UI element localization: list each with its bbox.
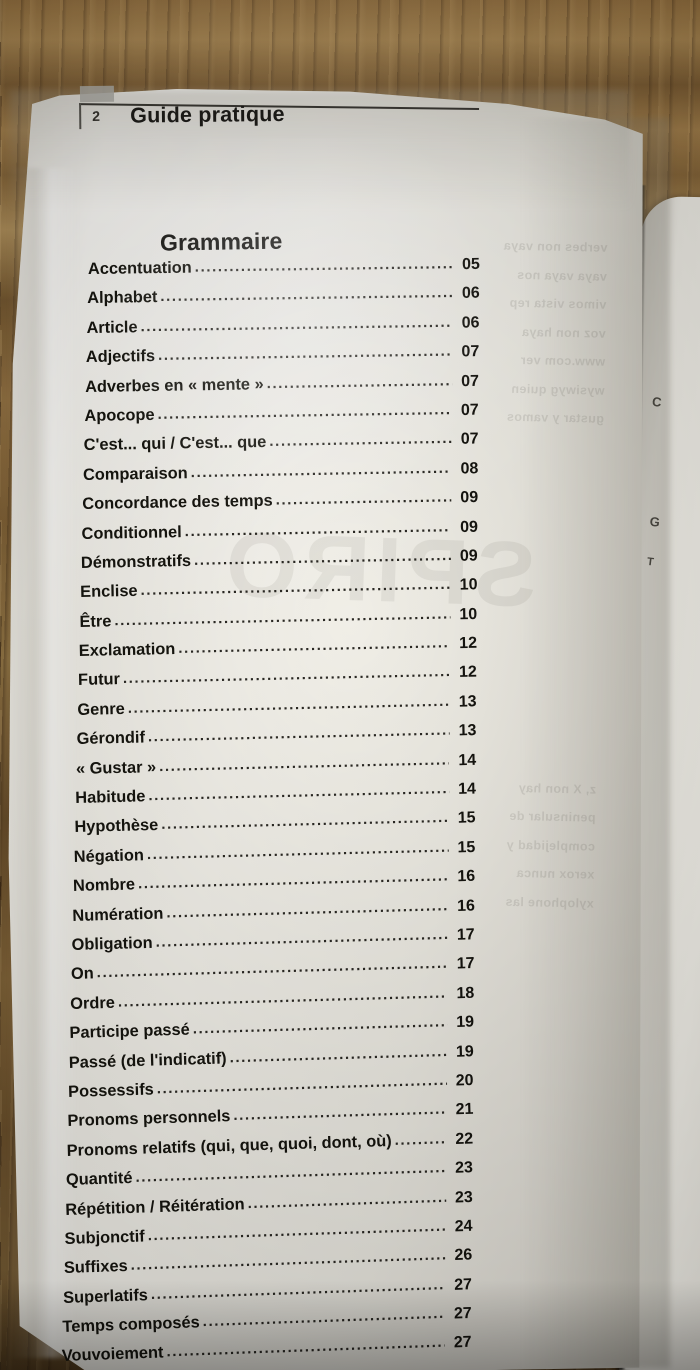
toc-entry-label: Suffixes: [63, 1257, 128, 1278]
toc-entry-page-number: 07: [461, 372, 480, 390]
toc-leader-dots: [157, 401, 451, 422]
toc-leader-dots: [394, 1130, 446, 1148]
toc-leader-dots: [269, 430, 451, 449]
toc-entry-page-number: 06: [461, 314, 480, 332]
toc-entry-label: Alphabet: [87, 288, 158, 308]
toc-entry-label: Obligation: [71, 933, 153, 954]
toc-entry-page-number: 09: [459, 518, 479, 536]
toc-entry-page-number: 12: [458, 663, 477, 682]
toc-entry-page-number: 09: [459, 547, 478, 565]
toc-entry-label: Être: [79, 612, 112, 631]
toc-entry-label: Ordre: [69, 993, 116, 1013]
header-grey-box: [79, 85, 115, 103]
toc-entry-page-number: 14: [458, 751, 477, 769]
toc-entry-page-number: 08: [460, 459, 479, 478]
toc-entry-label: Pronoms personnels: [67, 1107, 231, 1131]
toc-leader-dots: [191, 459, 452, 480]
toc-entry-label: Hypothèse: [74, 816, 159, 837]
toc-entry-label: Temps composés: [62, 1313, 200, 1337]
toc-entry-page-number: 07: [460, 401, 479, 419]
toc-entry-label: Apocope: [84, 405, 155, 425]
toc-entry-page-number: 23: [454, 1159, 474, 1177]
toc-entry-page-number: 18: [456, 984, 475, 1003]
toc-section-heading: Grammaire: [159, 227, 283, 256]
toc-entry-page-number: 27: [453, 1334, 472, 1352]
toc-entry-page-number: 20: [455, 1071, 474, 1090]
toc-entry-page-number: 19: [455, 1042, 475, 1061]
toc-entry-label: Gérondif: [76, 728, 146, 749]
toc-entry-page-number: 15: [457, 809, 476, 828]
toc-entry-label: Concordance des temps: [82, 491, 273, 514]
page-curve-shading: [520, 118, 670, 1368]
toc-leader-dots: [195, 255, 453, 275]
page-top-shading: [10, 90, 630, 210]
toc-entry-page-number: 16: [457, 867, 476, 886]
toc-entry-label: Négation: [73, 846, 145, 866]
toc-entry-page-number: 17: [456, 955, 475, 973]
toc-entry-page-number: 27: [453, 1275, 473, 1294]
toc-entry-page-number: 24: [454, 1217, 473, 1236]
table-of-contents: Grammaire Accentuation 05 Alphabet 06 Articl…: [61, 227, 558, 1370]
toc-entry-label: Numération: [72, 904, 164, 925]
toc-entry-label: Subjonctif: [64, 1227, 145, 1248]
toc-entry-page-number: 19: [455, 1013, 475, 1032]
toc-entry-page-number: 13: [458, 693, 477, 711]
toc-entry-label: Exclamation: [78, 640, 176, 661]
toc-entry-page-number: 09: [460, 489, 479, 507]
toc-entry-label: Nombre: [72, 875, 136, 896]
toc-leader-dots: [160, 284, 453, 304]
toc-leader-dots: [158, 343, 452, 364]
toc-entry-label: Conditionnel: [81, 522, 182, 543]
toc-entry-label: Possessifs: [67, 1080, 155, 1101]
toc-entry-label: Passé (de l'indicatif): [68, 1048, 227, 1072]
toc-entry-label: On: [70, 964, 94, 984]
toc-entry-page-number: 26: [454, 1246, 473, 1265]
toc-entry-label: Habitude: [75, 787, 146, 808]
toc-entry-label: Adjectifs: [85, 347, 156, 367]
header-vertical-rule: [79, 103, 81, 130]
toc-entry-page-number: 07: [461, 343, 480, 361]
toc-entry-page-number: 17: [456, 926, 475, 944]
toc-entry-label: Démonstratifs: [80, 551, 192, 572]
toc-entry-page-number: 13: [458, 722, 477, 740]
toc-entry-page-number: 27: [453, 1304, 473, 1323]
toc-entry-label: C'est... qui / C'est... que: [83, 433, 267, 455]
toc-entry-page-number: 14: [457, 780, 477, 798]
toc-entry-page-number: 16: [456, 897, 476, 915]
page-fold-shading: [8, 168, 78, 1358]
toc-entry-label: Genre: [77, 699, 125, 719]
toc-entry-page-number: 23: [454, 1188, 473, 1207]
toc-entry-label: Quantité: [65, 1169, 133, 1190]
toc-entry-list: Accentuation 05 Alphabet 06 Article 06 Adjecti…: [61, 256, 558, 1370]
toc-leader-dots: [140, 314, 452, 335]
toc-entry-page-number: 21: [455, 1101, 474, 1119]
toc-entry-label: Enclise: [80, 582, 138, 602]
toc-leader-dots: [275, 489, 451, 509]
toc-entry-label: Participe passé: [69, 1020, 191, 1043]
toc-entry-page-number: 06: [461, 285, 480, 303]
toc-entry-label: Superlatifs: [62, 1285, 149, 1307]
toc-entry-label: Comparaison: [82, 463, 188, 484]
toc-entry-page-number: 15: [457, 838, 476, 857]
toc-leader-dots: [267, 372, 453, 391]
page-folio-number: 2: [92, 107, 101, 124]
toc-entry-page-number: 10: [459, 576, 478, 594]
toc-entry-label: « Gustar »: [75, 757, 157, 778]
toc-entry-label: Article: [86, 318, 138, 337]
toc-entry-page-number: 10: [459, 605, 478, 623]
toc-entry-label: Vouvoiement: [61, 1343, 164, 1366]
running-header-title: Guide pratique: [130, 101, 285, 128]
toc-entry-label: Accentuation: [87, 258, 192, 278]
toc-entry-page-number: 07: [460, 430, 479, 449]
toc-entry-page-number: 12: [459, 634, 478, 653]
toc-entry-label: Futur: [77, 670, 121, 690]
toc-entry-page-number: 22: [455, 1130, 474, 1148]
toc-entry-page-number: 05: [461, 255, 481, 274]
page-container: verbes non vaya vaya vaya nos vimos vist…: [0, 78, 670, 1370]
toc-entry-label: Adverbes en « mente »: [84, 374, 264, 396]
